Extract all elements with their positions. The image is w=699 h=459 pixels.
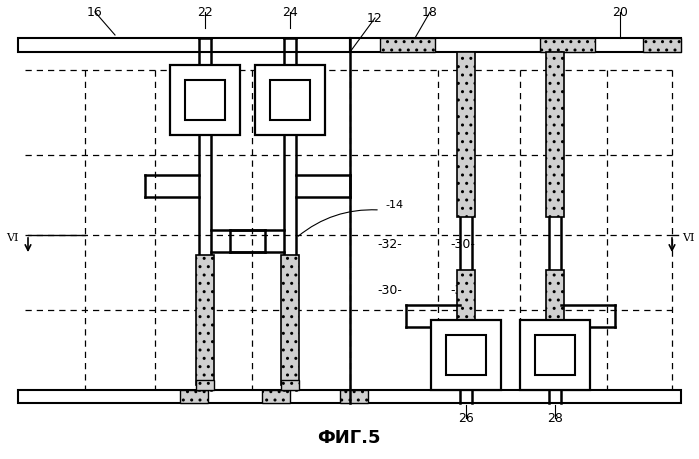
Bar [457,52,475,217]
Text: VI: VI [682,233,694,243]
Bar [281,380,299,390]
Bar [520,320,590,390]
Bar [196,255,214,385]
Text: -32-: -32- [377,239,403,252]
Bar [643,38,681,52]
Bar [262,390,290,403]
Text: 28: 28 [547,412,563,425]
Text: 20: 20 [612,6,628,18]
Text: 16: 16 [87,6,103,18]
Bar [196,380,214,390]
Text: -14: -14 [385,200,403,210]
Bar [431,320,501,390]
Bar [18,390,681,403]
Bar [540,38,595,52]
Bar [446,335,486,375]
Text: -30-: -30- [451,239,475,252]
Bar [380,38,435,52]
Bar [350,38,681,52]
Text: ФИГ.5: ФИГ.5 [317,429,381,447]
Bar [457,270,475,390]
Bar [340,390,368,403]
Bar [546,270,564,390]
Bar [270,80,310,120]
Text: 26: 26 [458,412,474,425]
Text: 18: 18 [422,6,438,18]
Bar [546,52,564,217]
Text: 24: 24 [282,6,298,18]
Text: 12: 12 [367,11,383,24]
Bar [180,390,208,403]
Bar [185,80,225,120]
Text: VI: VI [6,233,18,243]
Bar [535,335,575,375]
Bar [255,65,325,135]
Text: -30-: -30- [377,284,403,297]
Text: -32-: -32- [451,284,475,297]
Text: 22: 22 [197,6,213,18]
Bar [18,38,350,52]
Bar [281,255,299,385]
Bar [170,65,240,135]
